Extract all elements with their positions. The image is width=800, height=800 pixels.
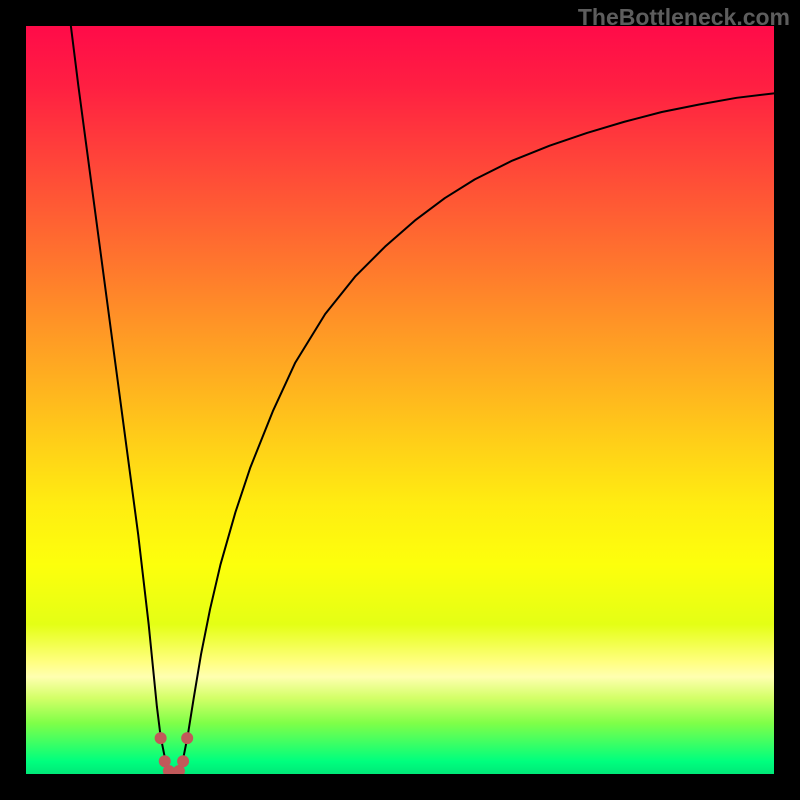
chart-svg	[26, 26, 774, 774]
gradient-background	[26, 26, 774, 774]
plot-area	[26, 26, 774, 774]
valley-marker	[155, 733, 166, 744]
chart-frame: TheBottleneck.com	[0, 0, 800, 800]
valley-marker	[163, 766, 174, 774]
watermark-text: TheBottleneck.com	[578, 4, 790, 31]
valley-marker	[178, 756, 189, 767]
valley-marker	[182, 733, 193, 744]
